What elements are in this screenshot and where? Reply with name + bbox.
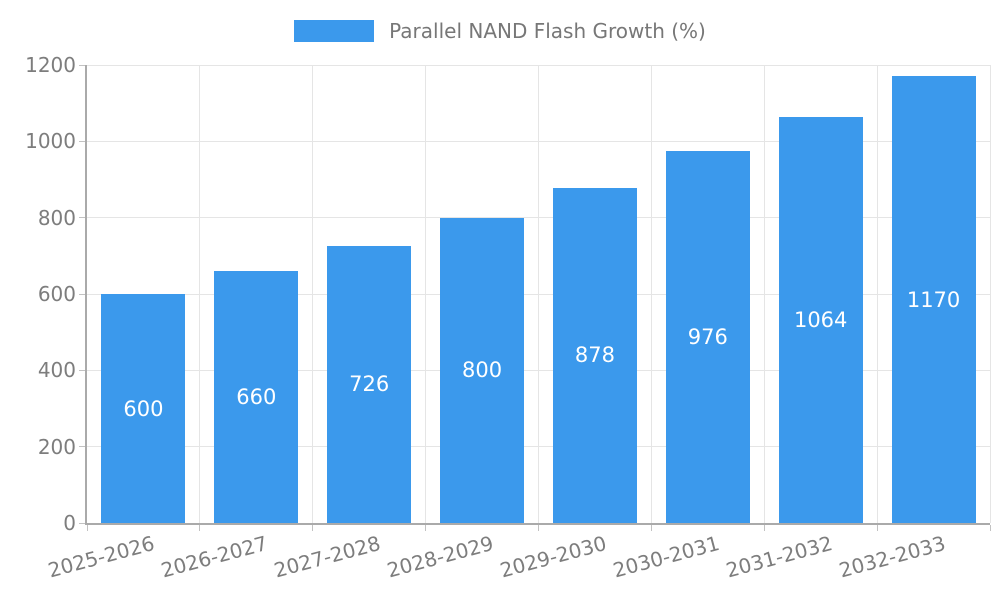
x-tick-label: 2031-2032 (723, 531, 835, 583)
x-gridline (199, 65, 201, 523)
x-tick-label: 2029-2030 (497, 531, 609, 583)
x-tick-mark (650, 525, 652, 531)
x-tick-mark (312, 525, 314, 531)
x-tick-label: 2030-2031 (610, 531, 722, 583)
y-tick-mark (79, 217, 85, 219)
x-tick-mark (538, 525, 539, 531)
y-tick-mark (79, 293, 85, 295)
y-axis-line (85, 65, 87, 523)
chart-title: Parallel NAND Flash Growth (%) (389, 19, 706, 43)
bar-value-label: 600 (123, 396, 164, 421)
x-gridline (425, 65, 427, 523)
y-tick-label: 1000 (25, 129, 76, 154)
x-tick-label: 2032-2033 (836, 531, 948, 583)
y-tick-label: 800 (37, 205, 76, 230)
x-tick-label: 2026-2027 (158, 531, 271, 583)
y-tick-label: 1200 (25, 53, 76, 77)
y-tick-mark (79, 369, 85, 371)
y-tick-mark (79, 522, 85, 524)
bar[interactable]: 600 (101, 294, 186, 523)
y-tick-label: 0 (63, 511, 76, 535)
chart-legend[interactable]: Parallel NAND Flash Growth (%) (0, 16, 1000, 46)
bar[interactable]: 660 (214, 271, 299, 523)
x-tick-mark (876, 525, 878, 531)
bar[interactable]: 878 (552, 187, 637, 523)
bar[interactable]: 1170 (891, 76, 976, 523)
x-tick-mark (199, 525, 201, 531)
y-tick-mark (79, 64, 85, 66)
bar-value-label: 660 (236, 385, 277, 410)
x-axis-line (85, 523, 990, 525)
x-gridline (650, 65, 652, 523)
bar-value-label: 976 (687, 324, 728, 349)
bar[interactable]: 1064 (778, 116, 863, 523)
bar-value-label: 726 (349, 372, 390, 397)
bar[interactable]: 726 (327, 245, 412, 523)
x-tick-label: 2028-2029 (384, 531, 497, 583)
bar-value-label: 1064 (793, 307, 848, 332)
y-tick-mark (79, 446, 85, 448)
y-tick-mark (79, 140, 85, 142)
x-tick-label: 2027-2028 (271, 531, 384, 583)
legend-swatch-icon (294, 20, 375, 42)
x-gridline (312, 65, 314, 523)
y-tick-label: 200 (37, 434, 76, 459)
plot-area: 600 660 726 800 878 976 1064 1170 (79, 64, 991, 531)
bar-value-label: 878 (574, 343, 615, 368)
x-gridline (989, 65, 991, 523)
x-gridline (876, 65, 878, 523)
x-gridline (763, 65, 765, 523)
bar[interactable]: 976 (665, 150, 750, 523)
x-gridline (538, 65, 539, 523)
bar-value-label: 800 (462, 358, 503, 383)
bar-value-label: 1170 (906, 287, 961, 312)
bar[interactable]: 800 (440, 217, 525, 523)
y-tick-label: 400 (37, 358, 76, 383)
x-tick-mark (989, 525, 991, 531)
x-tick-mark (86, 525, 88, 531)
y-tick-label: 600 (37, 282, 76, 306)
x-tick-mark (425, 525, 427, 531)
x-tick-label: 2025-2026 (45, 531, 158, 583)
x-tick-mark (763, 525, 765, 531)
